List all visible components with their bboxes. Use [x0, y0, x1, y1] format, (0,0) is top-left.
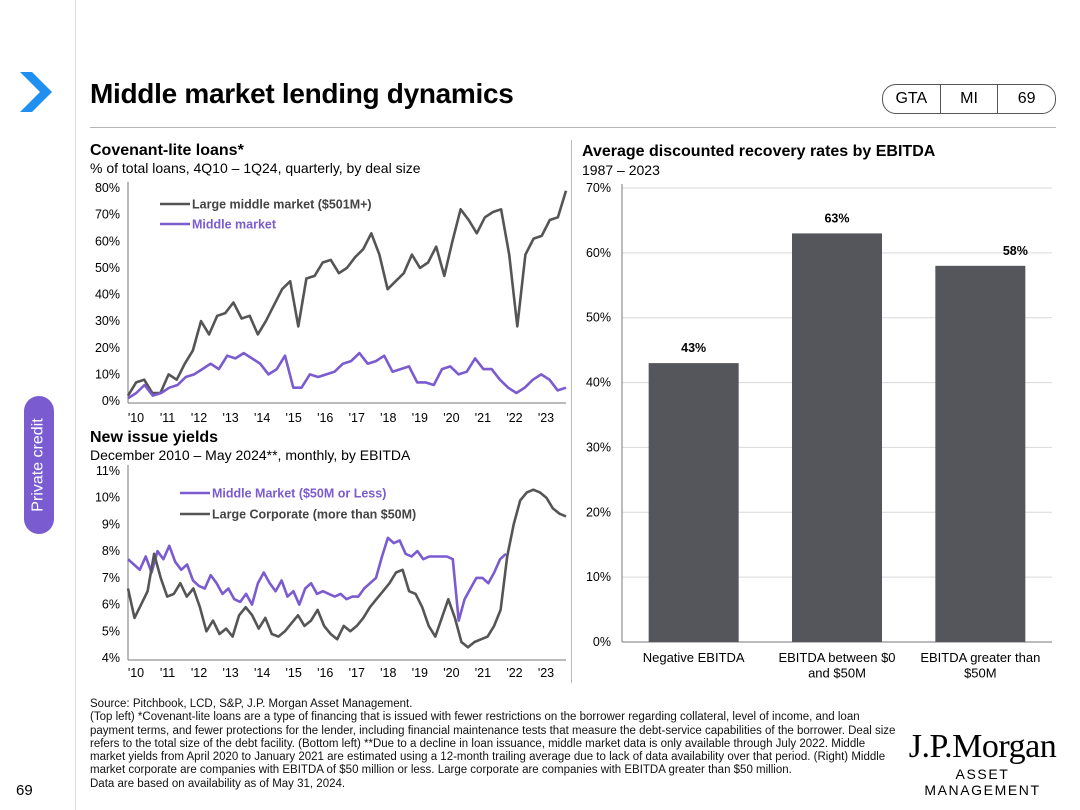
yield-series-line	[126, 488, 567, 649]
yield-xtick: '10	[128, 666, 144, 680]
section-tab[interactable]: Private credit	[24, 396, 54, 534]
yield-xtick: '14	[254, 666, 270, 680]
cov-legend-label: Large middle market ($501M+)	[192, 198, 372, 212]
cov-ytick: 0%	[102, 394, 120, 408]
chevron-right-icon[interactable]	[18, 70, 54, 114]
yield-ytick: 4%	[102, 651, 120, 665]
bar-ytick: 30%	[586, 440, 611, 454]
jpmorgan-logo: J.P.Morgan ASSET MANAGEMENT	[905, 728, 1060, 798]
yields-title: New issue yields	[90, 429, 219, 446]
yield-xtick: '12	[191, 666, 207, 680]
cov-ytick: 10%	[95, 367, 120, 381]
yield-xtick: '15	[286, 666, 302, 680]
bar-ytick: 70%	[586, 181, 611, 195]
cov-ytick: 60%	[95, 234, 120, 248]
cov-lite-title: Covenant-lite loans*	[90, 142, 244, 159]
yield-xtick: '22	[506, 666, 522, 680]
cov-series-line	[127, 351, 567, 400]
cov-legend-label: Middle market	[192, 218, 277, 232]
page-title: Middle market lending dynamics	[90, 78, 514, 109]
cov-xtick: '20	[443, 411, 459, 425]
bar-3	[935, 265, 1026, 642]
chart-divider	[571, 140, 572, 683]
yield-ytick: 5%	[102, 624, 120, 638]
cov-xtick: '14	[254, 411, 270, 425]
logo-line-1: J.P.Morgan	[908, 728, 1057, 765]
footnote-detail: (Top left) *Covenant-lite loans are a ty…	[90, 711, 896, 777]
yield-series-line	[127, 536, 507, 622]
yield-xtick: '18	[380, 666, 396, 680]
yield-ytick: 9%	[102, 517, 120, 531]
yield-xtick: '11	[160, 666, 175, 680]
yield-ytick: 10%	[95, 491, 120, 505]
cov-xtick: '13	[222, 411, 238, 425]
left-rule	[75, 0, 76, 810]
cov-xtick: '22	[506, 411, 522, 425]
bar-ytick: 10%	[586, 570, 611, 584]
cov-xtick: '11	[160, 411, 175, 425]
footnotes: Source: Pitchbook, LCD, S&P, J.P. Morgan…	[90, 698, 898, 791]
cov-xtick: '23	[538, 411, 554, 425]
yield-xtick: '16	[317, 666, 333, 680]
cov-ytick: 80%	[95, 181, 120, 195]
yield-xtick: '20	[443, 666, 459, 680]
recovery-title: Average discounted recovery rates by EBI…	[582, 143, 936, 160]
cov-xtick: '15	[286, 411, 302, 425]
yield-ytick: 7%	[102, 571, 120, 585]
cov-ytick: 50%	[95, 261, 120, 275]
bar-ytick: 60%	[586, 246, 611, 260]
cov-xtick: '10	[128, 411, 144, 425]
yield-xtick: '13	[222, 666, 238, 680]
cov-xtick: '19	[412, 411, 428, 425]
bar-category-label: EBITDA between $0	[778, 650, 895, 665]
bar-ytick: 20%	[586, 505, 611, 519]
yield-legend-label: Middle Market ($50M or Less)	[212, 487, 386, 501]
yield-xtick: '17	[349, 666, 365, 680]
yield-xtick: '21	[475, 666, 491, 680]
tag-gta[interactable]: GTA	[883, 85, 941, 113]
bar-data-label: 43%	[681, 341, 706, 355]
yield-ytick: 8%	[102, 544, 120, 558]
bar-category-label: $50M	[964, 666, 997, 681]
yield-xtick: '23	[538, 666, 554, 680]
header-tags: GTA MI 69	[882, 84, 1056, 114]
cov-series-line	[126, 190, 568, 397]
yield-ytick: 11%	[96, 464, 120, 478]
bar-1	[648, 363, 739, 642]
cov-xtick: '16	[317, 411, 333, 425]
yield-legend-label: Large Corporate (more than $50M)	[212, 508, 416, 522]
bar-category-label: EBITDA greater than	[920, 650, 1040, 665]
cov-xtick: '21	[475, 411, 491, 425]
cov-ytick: 20%	[95, 341, 120, 355]
cov-xtick: '12	[191, 411, 207, 425]
bar-ytick: 40%	[586, 376, 611, 390]
bar-ytick: 50%	[586, 311, 611, 325]
bar-data-label: 58%	[1003, 244, 1028, 258]
tag-mi[interactable]: MI	[941, 85, 999, 113]
cov-xtick: '17	[349, 411, 365, 425]
cov-lite-subtitle: % of total loans, 4Q10 – 1Q24, quarterly…	[90, 160, 421, 176]
tag-page[interactable]: 69	[1017, 90, 1036, 107]
footnote-source: Source: Pitchbook, LCD, S&P, J.P. Morgan…	[90, 698, 413, 710]
bar-category-label: Negative EBITDA	[643, 650, 745, 665]
recovery-subtitle: 1987 – 2023	[582, 162, 660, 178]
yield-xtick: '19	[412, 666, 428, 680]
bar-data-label: 63%	[824, 211, 849, 225]
cov-xtick: '18	[380, 411, 396, 425]
yield-ytick: 6%	[102, 598, 120, 612]
title-rule	[90, 127, 1056, 128]
bar-2	[792, 233, 882, 642]
bar-category-label: and $50M	[808, 666, 866, 681]
yields-subtitle: December 2010 – May 2024**, monthly, by …	[90, 447, 411, 463]
cov-ytick: 30%	[95, 314, 120, 328]
footnote-availability: Data are based on availability as of May…	[90, 777, 346, 790]
page-number: 69	[16, 782, 33, 799]
cov-ytick: 70%	[95, 208, 120, 222]
logo-line-2: ASSET MANAGEMENT	[924, 766, 1041, 798]
bar-ytick: 0%	[593, 635, 611, 649]
cov-ytick: 40%	[95, 288, 120, 302]
